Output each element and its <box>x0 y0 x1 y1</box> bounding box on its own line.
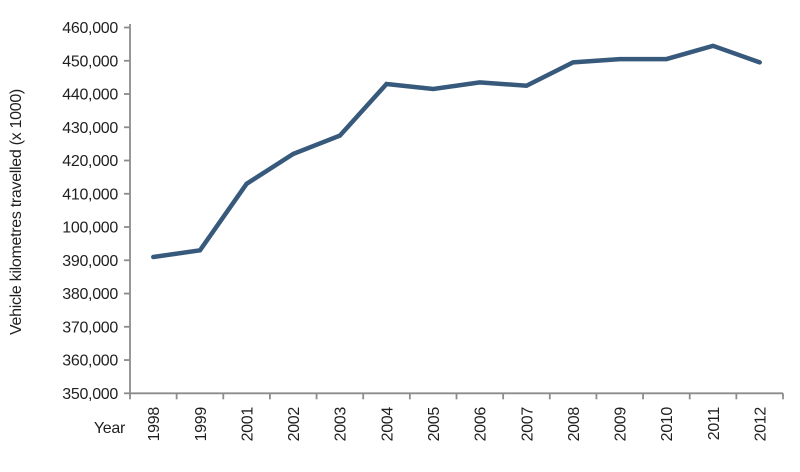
x-tick-label: 2011 <box>706 407 723 441</box>
x-tick-label: 2005 <box>426 407 443 442</box>
x-tick-label: 2008 <box>566 407 583 442</box>
y-tick-label: 450,000 <box>62 53 118 70</box>
y-tick-label: 440,000 <box>62 87 118 104</box>
x-tick-label: 2010 <box>659 407 676 442</box>
x-tick-label: 1998 <box>146 407 163 442</box>
x-tick-label: 2006 <box>473 407 490 442</box>
data-line <box>151 43 762 260</box>
y-tick-label: 410,000 <box>62 186 118 203</box>
y-tick-label: 420,000 <box>62 153 118 170</box>
x-tick-label: 2001 <box>239 407 256 442</box>
y-tick-label: 460,000 <box>62 20 118 37</box>
y-tick-label: 430,000 <box>62 120 118 137</box>
y-axis-title: Vehicle kilometres travelled (x 1000) <box>8 89 25 335</box>
x-tick-label: 2007 <box>519 407 536 442</box>
x-axis-title: Year <box>93 420 125 437</box>
x-tick-label: 2003 <box>333 407 350 442</box>
y-tick-label: 390,000 <box>62 253 118 270</box>
y-tick-label: 100,000 <box>62 220 118 237</box>
y-tick-label: 380,000 <box>62 286 118 303</box>
x-tick-label: 2012 <box>752 407 769 442</box>
y-tick-label: 370,000 <box>62 319 118 336</box>
x-tick-label: 2004 <box>379 407 396 442</box>
y-tick-label: 350,000 <box>62 386 118 403</box>
x-tick-label: 2002 <box>286 407 303 442</box>
x-tick-label: 1999 <box>193 407 210 442</box>
y-tick-label: 360,000 <box>62 353 118 370</box>
x-tick-label: 2009 <box>613 407 630 442</box>
